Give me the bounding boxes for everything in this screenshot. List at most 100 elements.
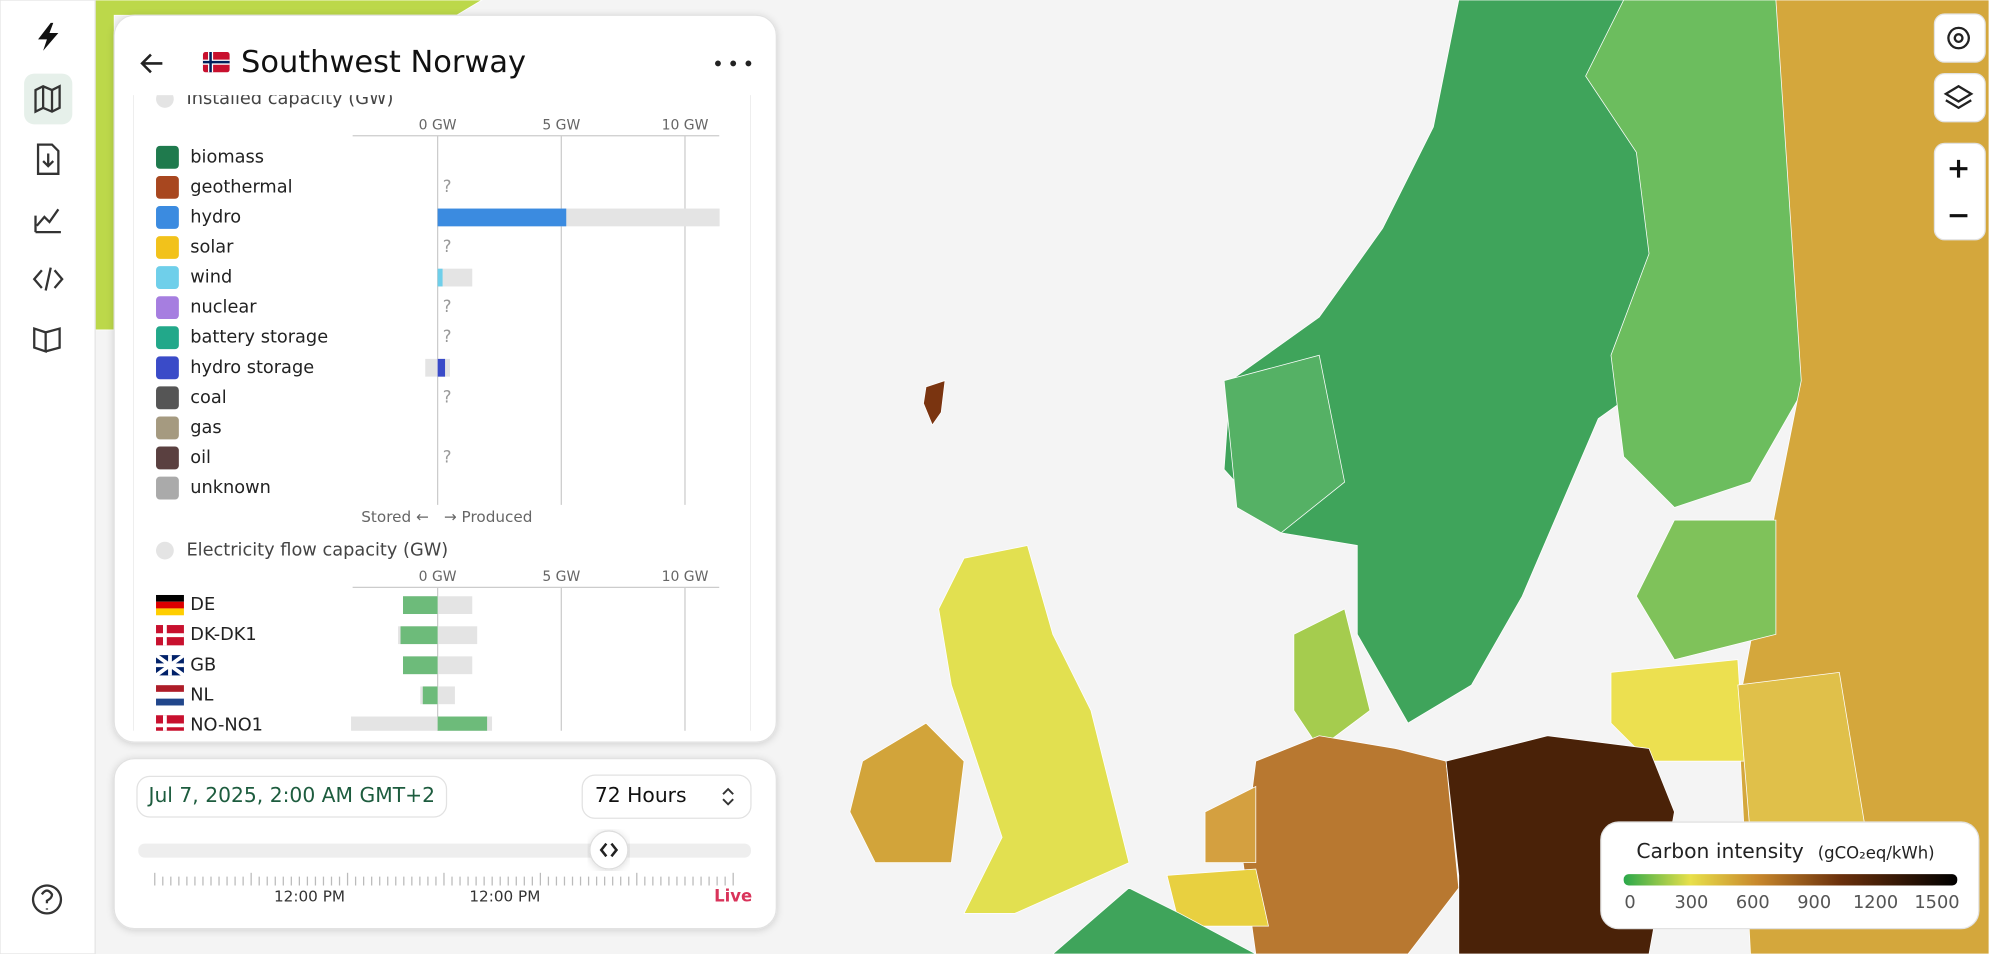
source-label: oil	[190, 448, 211, 468]
control-icon	[1947, 26, 1970, 50]
live-label[interactable]: Live	[714, 886, 752, 905]
capacity-bar	[437, 268, 473, 287]
zone-title: Southwest Norway	[241, 45, 526, 80]
legend-tick: 600	[1736, 893, 1770, 913]
map-region[interactable]	[923, 380, 946, 426]
thumb-arrows	[599, 842, 619, 858]
nav-map-active[interactable]	[24, 73, 73, 125]
flag	[156, 594, 184, 602]
zoom-controls[interactable]	[1933, 142, 1986, 241]
flag-cross	[154, 653, 186, 677]
flag	[156, 698, 184, 706]
flag-cross	[156, 715, 184, 731]
flag	[156, 608, 184, 616]
section-title: Installed capacity (GW)	[186, 89, 393, 109]
map-region[interactable]	[1242, 735, 1460, 954]
section-toggle[interactable]	[156, 90, 174, 108]
map-region[interactable]	[1052, 887, 1256, 954]
layers-button[interactable]	[1933, 72, 1986, 123]
flag	[156, 685, 184, 692]
nav-icon[interactable]	[32, 267, 64, 291]
content-card	[133, 95, 751, 731]
legend-unit: (gCO₂eq/kWh)	[1818, 843, 1935, 862]
legend-tick: 1200	[1853, 893, 1898, 913]
source-icon	[156, 446, 179, 470]
unknown-value: ?	[443, 237, 452, 256]
source-label: geothermal	[190, 177, 292, 197]
source-label: nuclear	[190, 298, 257, 318]
axis-tick-label: 5 GW	[542, 118, 580, 134]
source-icon	[156, 175, 179, 199]
source-icon	[156, 145, 179, 169]
range-select[interactable]	[581, 774, 752, 819]
menu-dot[interactable]	[730, 60, 737, 67]
nav-icon[interactable]	[36, 143, 60, 175]
unknown-value: ?	[443, 297, 452, 316]
sidebar	[0, 0, 96, 954]
source-icon	[156, 236, 179, 259]
map-region[interactable]	[849, 722, 965, 864]
map-region[interactable]	[1204, 785, 1257, 864]
flag	[156, 601, 184, 609]
flag-cross	[156, 625, 184, 646]
control-icon	[1943, 84, 1974, 110]
production-bar	[437, 358, 446, 377]
settings-button[interactable]	[1933, 13, 1986, 63]
source-icon	[156, 416, 179, 440]
source-label: gas	[190, 418, 221, 438]
map-region[interactable]	[1293, 608, 1371, 750]
unknown-value: ?	[443, 447, 452, 466]
nav-icon[interactable]	[34, 84, 61, 114]
date-pill[interactable]	[136, 775, 448, 818]
source-label: coal	[190, 388, 226, 408]
range-chevrons	[722, 787, 734, 806]
unknown-value: ?	[443, 177, 452, 196]
map-region[interactable]	[1635, 519, 1777, 661]
map-region[interactable]	[1223, 354, 1346, 534]
exchange-label: NL	[190, 685, 213, 705]
legend-title: Carbon intensity	[1636, 839, 1803, 863]
source-icon	[156, 386, 179, 410]
menu-dot[interactable]	[745, 60, 752, 67]
map-region[interactable]	[1610, 659, 1745, 762]
nav-icon[interactable]	[34, 208, 61, 234]
source-label: unknown	[190, 478, 271, 498]
map-region[interactable]	[1166, 868, 1269, 927]
nav-icon[interactable]	[33, 326, 61, 353]
unknown-value: ?	[443, 327, 452, 346]
back-button[interactable]	[140, 53, 163, 74]
source-icon	[156, 476, 179, 500]
flow-bar	[437, 716, 488, 731]
source-icon	[156, 296, 179, 320]
source-icon	[156, 326, 179, 350]
range-text: 72 Hours	[595, 783, 687, 807]
flow-bar	[402, 656, 438, 675]
source-label: wind	[190, 268, 232, 288]
menu-dot[interactable]	[715, 60, 721, 67]
unknown-value: ?	[443, 387, 452, 406]
stored-label: Stored ←	[361, 508, 428, 526]
nav-icon[interactable]	[31, 884, 63, 915]
exchange-label: NO-NO1	[190, 715, 263, 735]
exchange-label: GB	[190, 655, 216, 675]
flow-bar	[422, 686, 438, 705]
slider-track[interactable]	[138, 843, 751, 858]
flow-bar	[402, 596, 438, 615]
logo-icon	[38, 22, 59, 51]
source-icon	[156, 356, 179, 380]
section-toggle[interactable]	[156, 541, 174, 560]
time-label: 12:00 PM	[274, 887, 345, 905]
slider-thumb[interactable]	[589, 830, 629, 870]
legend-tick: 0	[1624, 893, 1635, 913]
source-label: hydro	[190, 207, 241, 227]
source-icon	[156, 206, 179, 229]
exchange-label: DK-DK1	[190, 625, 256, 645]
zoom-in[interactable]	[1949, 159, 1968, 178]
map-region[interactable]	[938, 545, 1130, 914]
legend-tick: 900	[1797, 893, 1831, 913]
source-icon	[156, 266, 179, 289]
flag-cross	[202, 52, 230, 73]
